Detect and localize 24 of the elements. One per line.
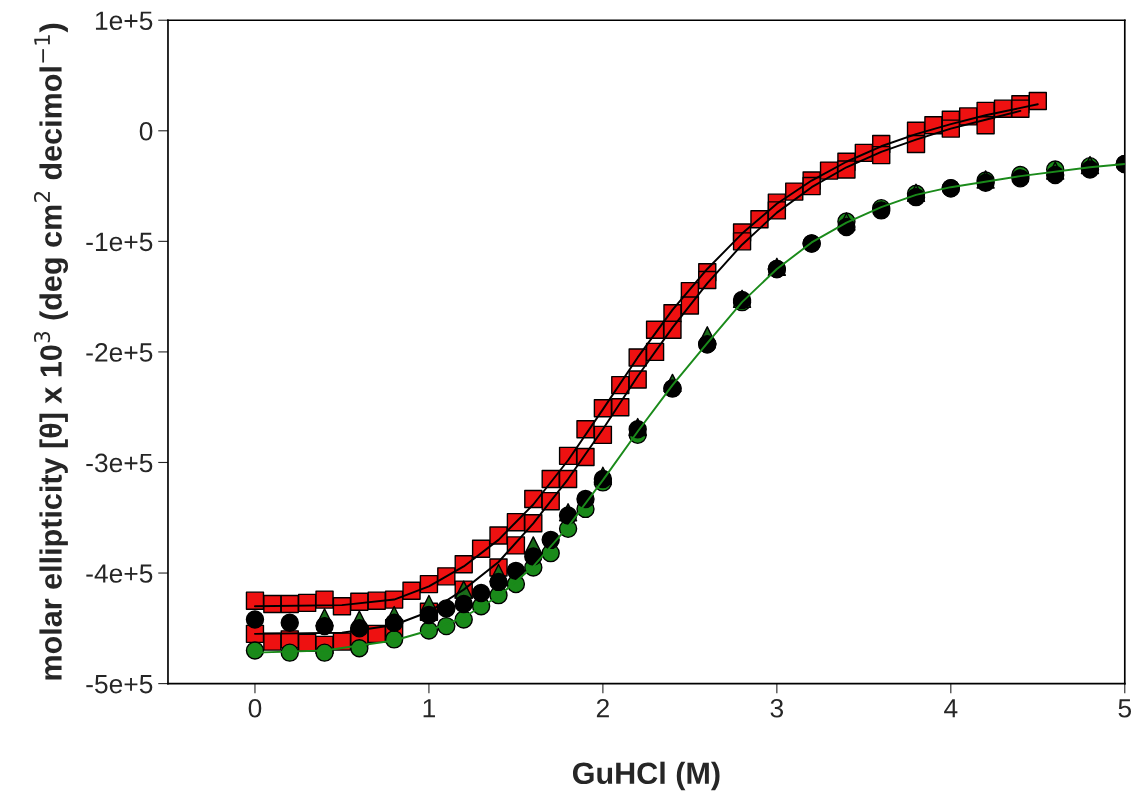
point [506, 561, 526, 581]
x-tick-label: 3 [770, 698, 784, 718]
x-tick-label: 2 [596, 698, 609, 718]
point [245, 610, 265, 629]
y-tick-label: -2e+5 [86, 343, 153, 362]
x-tick-label: 1 [423, 699, 435, 718]
point [280, 613, 299, 632]
x-tick-label: 0 [248, 698, 262, 718]
point [454, 594, 473, 614]
point [524, 547, 543, 566]
y-tick-label: -5e+5 [86, 675, 153, 694]
point [245, 641, 265, 660]
y-tick-label: -3e+5 [86, 453, 153, 473]
x-axis-title: GuHCl (M) [572, 761, 720, 791]
point [471, 583, 491, 603]
point [245, 591, 265, 610]
point [489, 572, 508, 592]
x-tick-label: 4 [944, 699, 958, 718]
x-tick-label: 5 [1118, 699, 1132, 718]
y-axis-title: molar ellipticity [θ] x 10$^{3}$ (deg cm$^{2}$ decimol$^{−1}$) [33, 23, 69, 680]
y-tick-label: 0 [139, 121, 153, 141]
y-tick-label: -1e+5 [86, 232, 153, 252]
y-tick-label: 1e+5 [95, 11, 153, 31]
y-tick-label: -4e+5 [86, 564, 153, 583]
